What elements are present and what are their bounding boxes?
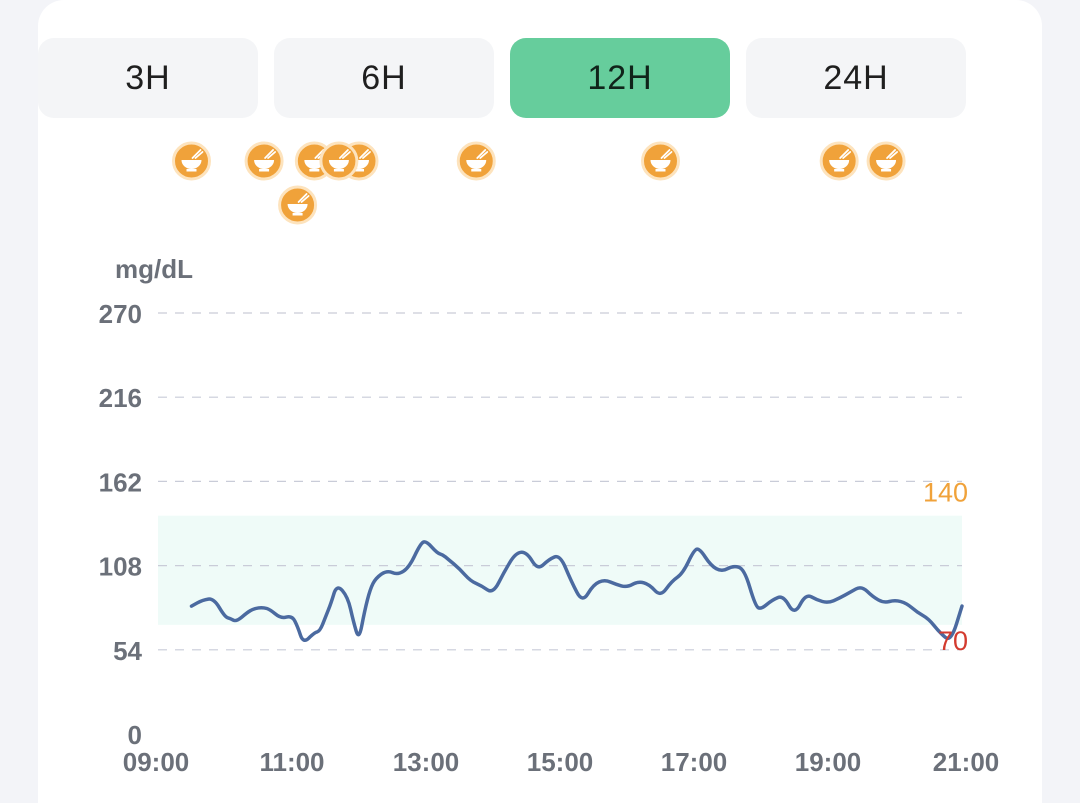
x-tick-label: 13:00 [393,747,460,777]
y-tick-label: 162 [99,467,142,497]
x-tick-label: 15:00 [527,747,594,777]
y-tick-label: 54 [113,636,142,666]
y-tick-label: 108 [99,552,142,582]
y-tick-label: 0 [128,720,142,750]
x-tick-label: 19:00 [795,747,862,777]
meal-bowl-icon[interactable] [172,141,211,181]
y-tick-label: 216 [99,383,142,413]
target-range-band [158,515,962,625]
meal-bowl-icon[interactable] [278,185,318,225]
time-range-tabs: 3H 6H 12H 24H [38,38,966,118]
x-tick-label: 21:00 [933,747,1000,777]
meal-bowl-icon[interactable] [819,141,859,181]
x-tick-label: 17:00 [661,747,728,777]
y-tick-label: 270 [99,299,142,329]
meal-bowl-icon[interactable] [319,141,359,181]
x-tick-label: 09:00 [123,747,190,777]
meal-bowl-icon[interactable] [641,141,680,181]
tab-24h[interactable]: 24H [746,38,966,118]
tab-12h[interactable]: 12H [510,38,730,118]
x-tick-label: 11:00 [259,747,324,777]
target-low-label: 70 [938,626,968,656]
meal-bowl-icon[interactable] [244,141,284,181]
target-high-label: 140 [923,478,968,508]
meal-bowl-icon[interactable] [866,141,906,181]
tab-3h[interactable]: 3H [38,38,258,118]
meal-bowl-icon[interactable] [456,141,496,181]
glucose-line [189,540,964,642]
tab-6h[interactable]: 6H [274,38,494,118]
chart-card [38,0,1042,803]
y-axis-label: mg/dL [115,254,193,284]
